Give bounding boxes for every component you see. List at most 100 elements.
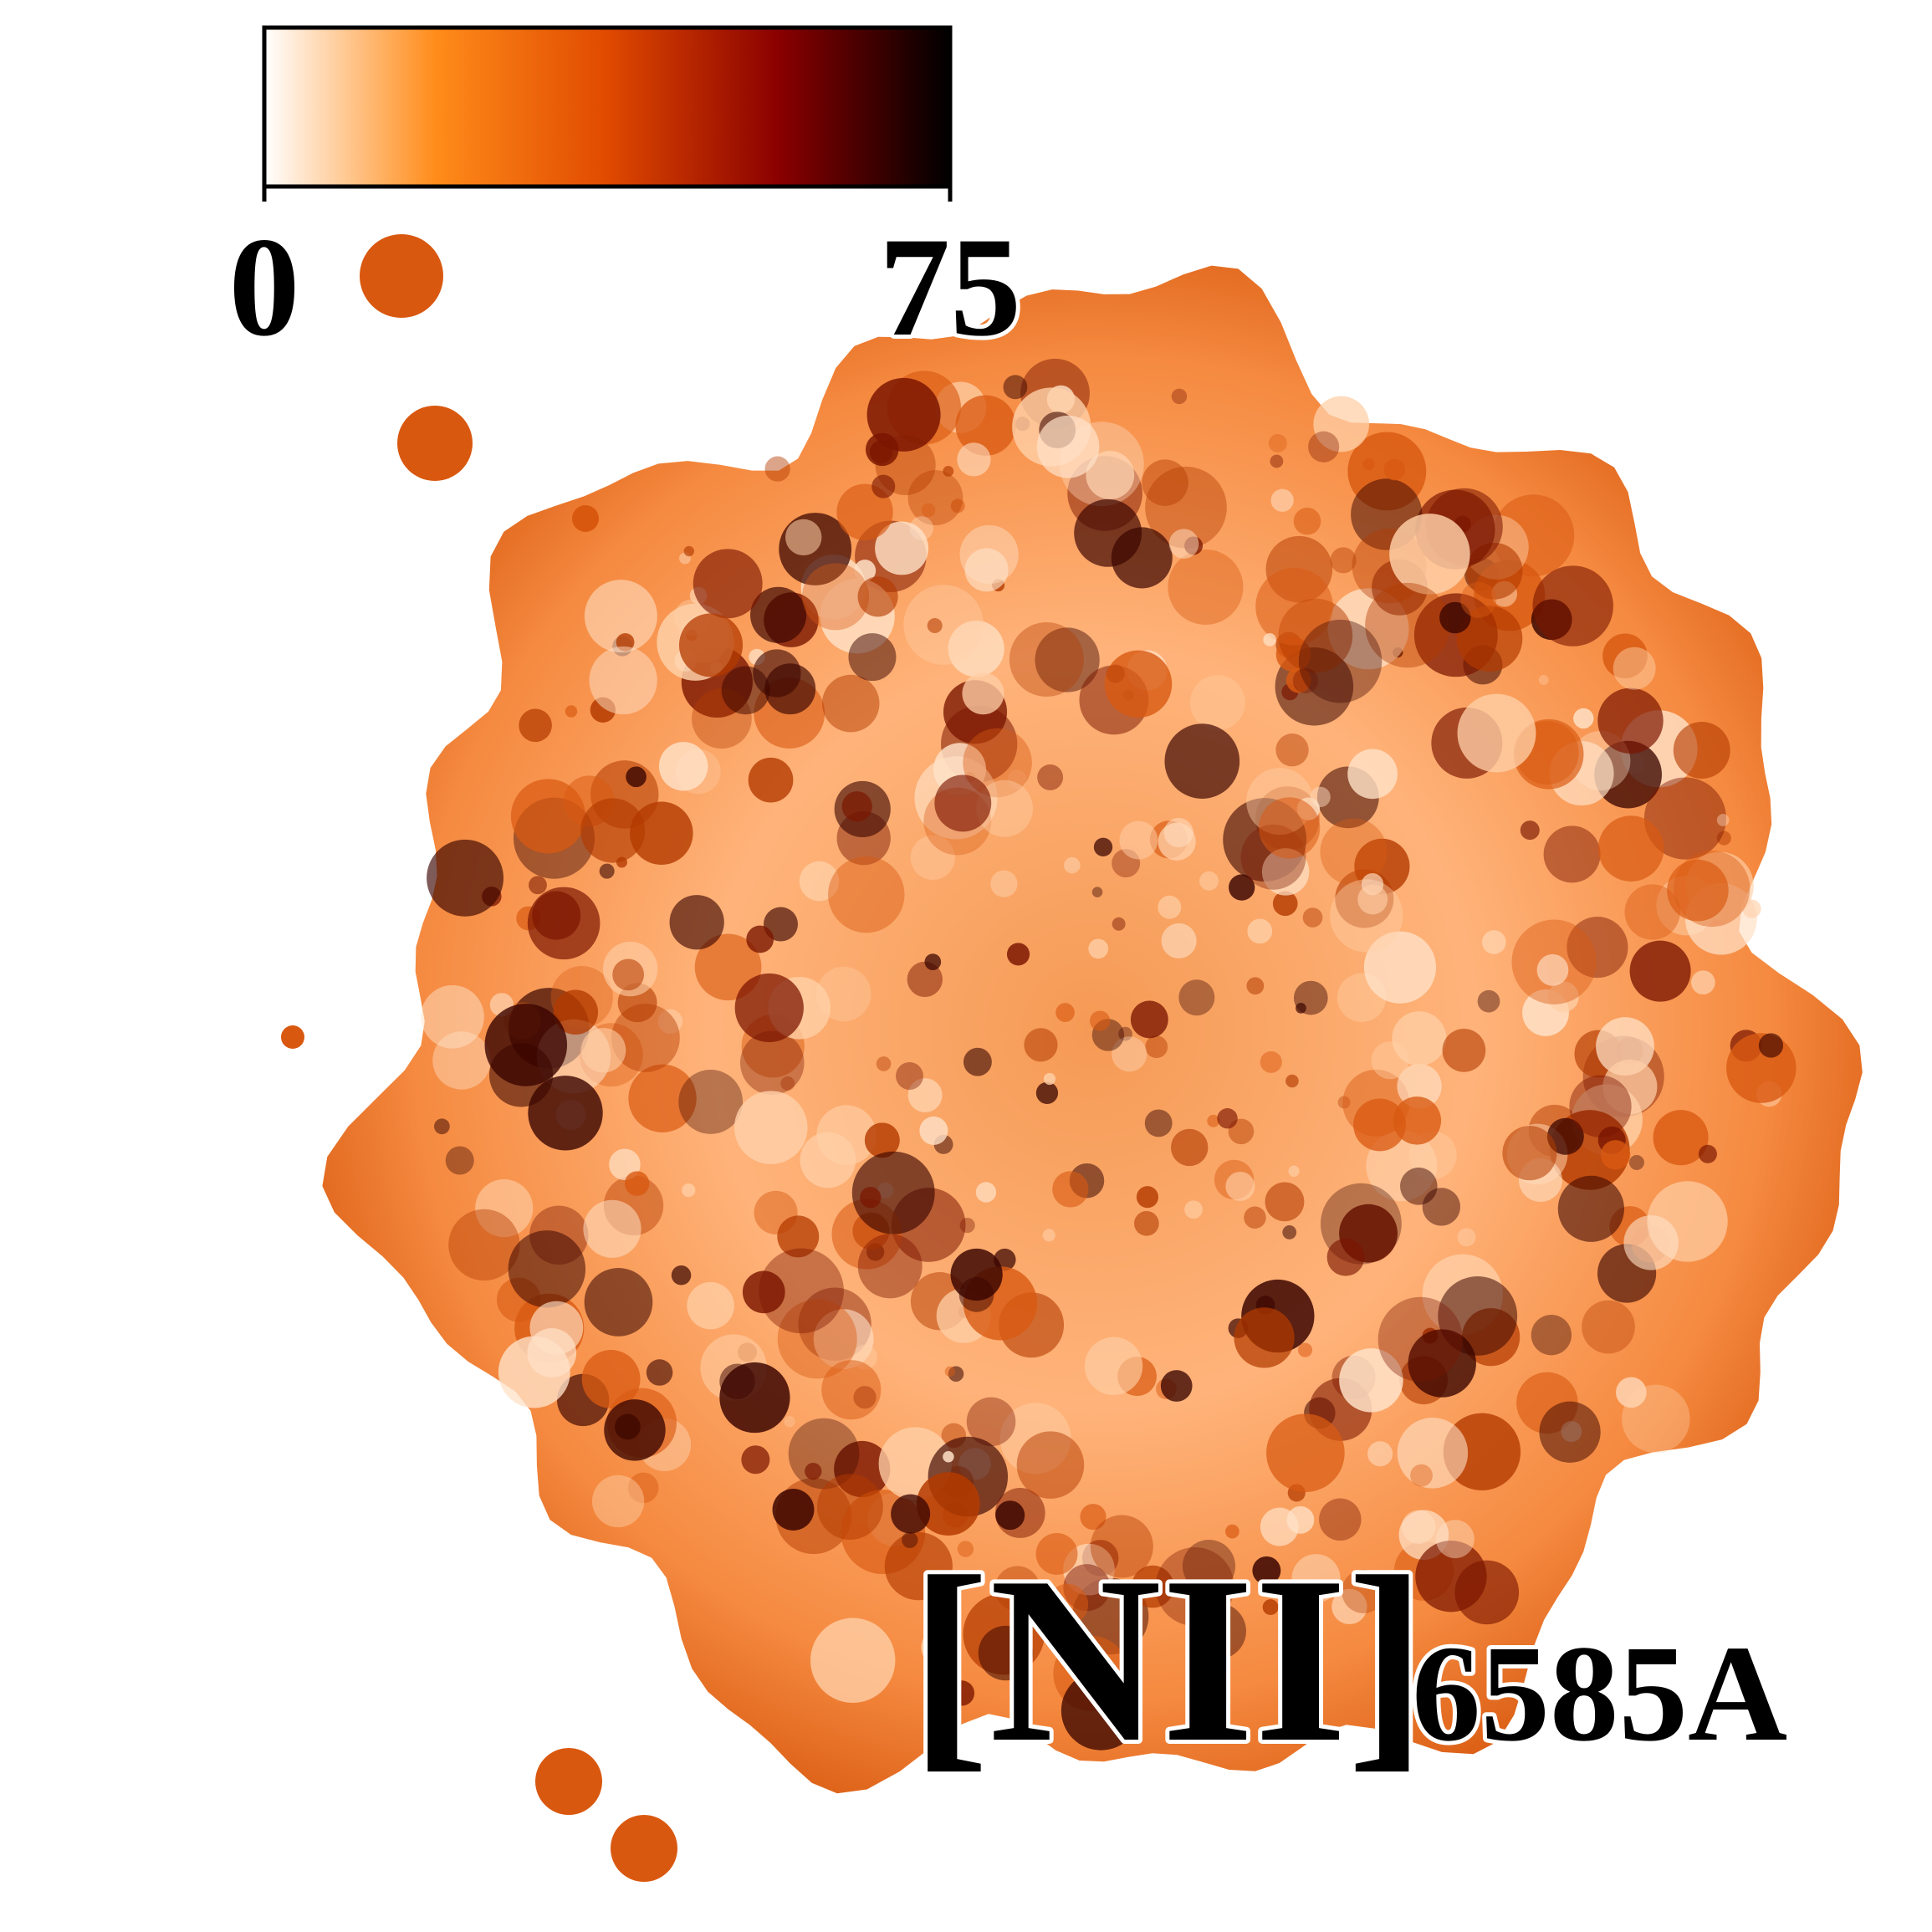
emission-spot (943, 465, 954, 477)
emission-spot (1400, 1168, 1438, 1205)
emission-spot (1009, 622, 1084, 697)
emission-spot (1246, 977, 1265, 995)
emission-spot (1160, 1370, 1193, 1402)
emission-spot (1260, 1507, 1299, 1546)
emission-spot (1288, 1165, 1300, 1177)
emission-spot (857, 1234, 923, 1299)
emission-spot (857, 576, 898, 617)
emission-spot (1272, 891, 1298, 917)
emission-spot (1569, 1075, 1632, 1137)
colorbar (262, 25, 953, 189)
emission-spot (1538, 675, 1549, 686)
emission-spot (1275, 733, 1309, 767)
emission-spot (1302, 907, 1323, 928)
emission-spot (1036, 415, 1100, 478)
emission-spot (1155, 1547, 1234, 1627)
emission-spot (742, 1270, 785, 1314)
emission-spot (851, 1151, 935, 1234)
emission-spot (693, 549, 763, 619)
emission-spot (1112, 917, 1126, 931)
emission-spot (527, 1328, 577, 1377)
emission-spot (1331, 1588, 1367, 1625)
emission-spot (1582, 1300, 1635, 1354)
emission-spot (746, 925, 774, 953)
emission-spot (611, 1004, 680, 1072)
emission-spot (948, 1366, 964, 1383)
emission-spot (957, 442, 991, 477)
emission-spot (907, 961, 943, 998)
emission-spot (1520, 820, 1540, 841)
emission-spot (1161, 923, 1197, 958)
emission-spot (1596, 1017, 1654, 1076)
emission-spot (1104, 650, 1173, 718)
emission-spot (1557, 1175, 1624, 1242)
emission-spot (719, 1363, 755, 1399)
emission-spot (657, 1009, 683, 1034)
emission-spot (999, 1403, 1071, 1475)
emission-spot (1347, 749, 1398, 800)
emission-spot (903, 585, 984, 665)
emission-spot (959, 524, 1019, 585)
emission-spot (1543, 825, 1601, 883)
emission-spot (841, 791, 872, 822)
emission-spot (719, 1362, 790, 1434)
emission-spot (519, 708, 552, 743)
emission-spot (1262, 1599, 1279, 1616)
emission-spot (1130, 1000, 1168, 1039)
emission-spot (921, 503, 936, 518)
emission-spot (1142, 459, 1188, 506)
emission-spot (1602, 633, 1648, 679)
emission-spot (628, 1064, 697, 1132)
emission-spot (1308, 431, 1340, 463)
emission-spot (1460, 581, 1497, 618)
emission-spot (1716, 831, 1731, 846)
emission-spot (921, 1628, 959, 1667)
emission-spot (816, 1474, 883, 1541)
emission-spot (584, 580, 657, 653)
emission-spot (864, 1122, 900, 1158)
emission-spot (427, 839, 503, 917)
emission-spot (1042, 1229, 1055, 1242)
emission-spot (1225, 1524, 1239, 1539)
emission-spot (1086, 451, 1135, 499)
outlier-clump (360, 234, 443, 318)
emission-spot (1597, 687, 1664, 754)
emission-spot (1247, 918, 1273, 944)
emission-spot (1024, 1028, 1058, 1062)
emission-spot (584, 1268, 653, 1337)
emission-spot (958, 1277, 994, 1312)
emission-spot (1536, 953, 1569, 986)
emission-spot (1093, 837, 1113, 856)
emission-spot (1225, 1171, 1255, 1201)
emission-spot (591, 1475, 645, 1528)
emission-spot (1144, 1109, 1173, 1137)
emission-spot (1628, 1154, 1644, 1170)
emission-spot (421, 984, 484, 1049)
emission-spot (1184, 1200, 1203, 1219)
emission-spot (1531, 1315, 1572, 1356)
emission-spot (1118, 1026, 1132, 1041)
emission-spot (1291, 1554, 1341, 1603)
emission-spot (802, 563, 870, 631)
emission-spot (1539, 1401, 1601, 1463)
emission-spot (764, 456, 790, 482)
emission-spot (1229, 874, 1255, 901)
emission-spot (1055, 1003, 1075, 1022)
emission-spot (1357, 884, 1388, 915)
emission-spot (1594, 740, 1662, 809)
emission-spot (1006, 943, 1030, 966)
emission-spot (963, 728, 1032, 798)
line-label: [NII] (910, 1527, 1426, 1791)
emission-spot (805, 1462, 822, 1480)
emission-spot (828, 856, 905, 933)
emission-spot (950, 498, 965, 514)
outlier-clump (572, 505, 599, 532)
emission-spot (1088, 938, 1109, 959)
emission-spot (1007, 769, 1027, 789)
emission-spot (687, 1281, 734, 1330)
emission-spot (1353, 1098, 1407, 1152)
emission-spot (1481, 930, 1506, 954)
emission-spot (1112, 1036, 1147, 1072)
emission-spot (1397, 1418, 1469, 1489)
emission-spot (580, 798, 646, 863)
